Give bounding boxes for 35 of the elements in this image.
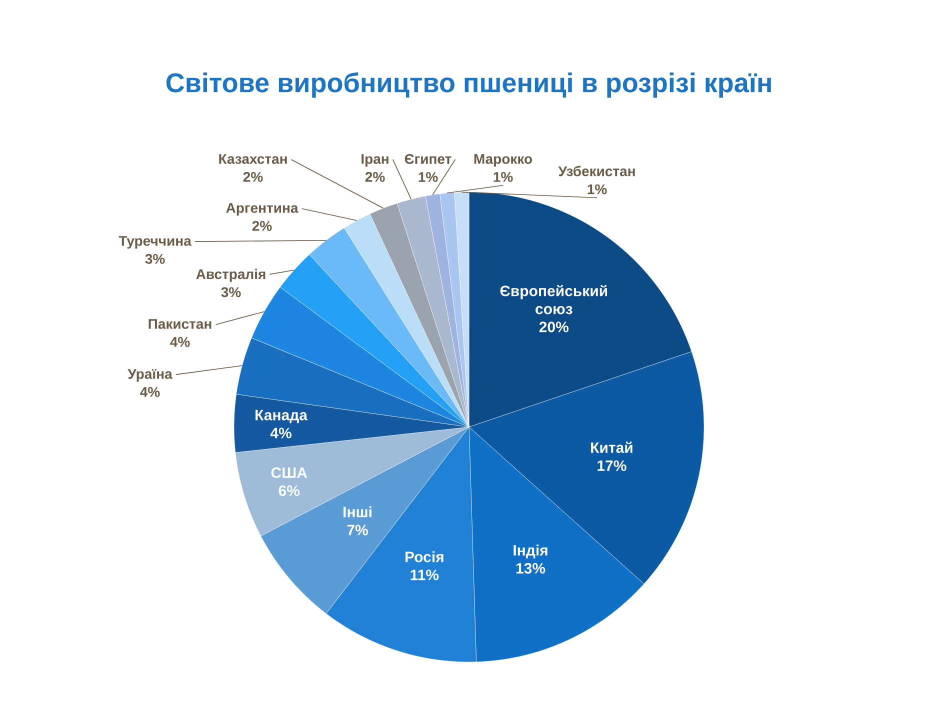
data-label: 13% — [516, 562, 546, 574]
chart-title: Світове виробництво пшениці в розрізі країн — [166, 72, 771, 98]
slice-label: Інші — [344, 506, 372, 518]
slice-label: Австралія — [196, 268, 266, 282]
slice-label: Узбекистан — [558, 166, 635, 176]
slice-label: Туреччина — [118, 236, 192, 249]
data-label: 7% — [347, 524, 368, 536]
data-label: 1% — [418, 172, 438, 182]
slice-label: Європейський союз — [500, 284, 608, 314]
data-label: 20% — [539, 322, 569, 332]
slice-label: Марокко — [474, 154, 532, 167]
slice-label: Іран — [362, 154, 388, 167]
slice-label: Ураїна — [128, 369, 172, 382]
data-label: 6% — [278, 485, 300, 496]
slice-label: Пакистан — [148, 319, 212, 329]
slice-label: Єгипет — [404, 154, 452, 164]
data-label: 4% — [270, 428, 292, 438]
data-label: 2% — [243, 172, 263, 182]
data-label: 3% — [221, 287, 241, 298]
data-label: 1% — [588, 184, 607, 194]
slice-label: Аргентина — [226, 203, 298, 216]
data-label: 3% — [145, 254, 165, 264]
slice-label: Китай — [591, 442, 632, 453]
data-label: 17% — [598, 460, 626, 471]
slice-label: Казахстан — [219, 154, 287, 164]
data-label: 1% — [494, 172, 513, 182]
data-label: 4% — [170, 337, 190, 347]
slice-label: Канада — [256, 410, 308, 424]
data-label: 2% — [252, 220, 272, 231]
data-label: 2% — [365, 172, 385, 182]
slice-label: США — [271, 467, 308, 478]
data-label: 11% — [410, 570, 439, 580]
slice-label: Індія — [514, 544, 548, 558]
data-label: 4% — [140, 387, 160, 397]
slice-label: Росія — [405, 551, 444, 562]
